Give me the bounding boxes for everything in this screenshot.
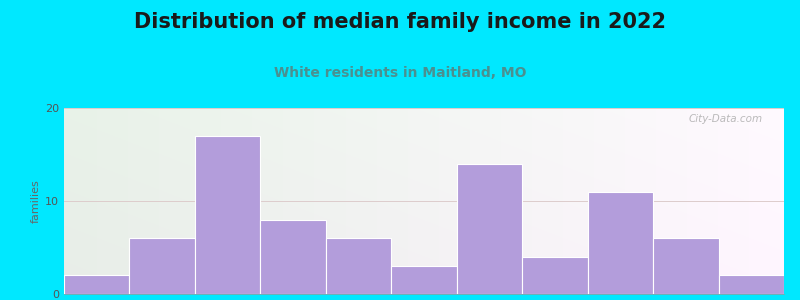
Text: Distribution of median family income in 2022: Distribution of median family income in … bbox=[134, 12, 666, 32]
Bar bbox=[260, 220, 326, 294]
Y-axis label: families: families bbox=[31, 179, 41, 223]
Bar bbox=[522, 257, 588, 294]
Text: White residents in Maitland, MO: White residents in Maitland, MO bbox=[274, 66, 526, 80]
Bar bbox=[588, 192, 653, 294]
Bar bbox=[64, 275, 130, 294]
Bar bbox=[326, 238, 391, 294]
Bar bbox=[391, 266, 457, 294]
Bar bbox=[457, 164, 522, 294]
Bar bbox=[718, 275, 784, 294]
Text: City-Data.com: City-Data.com bbox=[688, 114, 762, 124]
Bar bbox=[130, 238, 195, 294]
Bar bbox=[195, 136, 260, 294]
Bar bbox=[653, 238, 718, 294]
